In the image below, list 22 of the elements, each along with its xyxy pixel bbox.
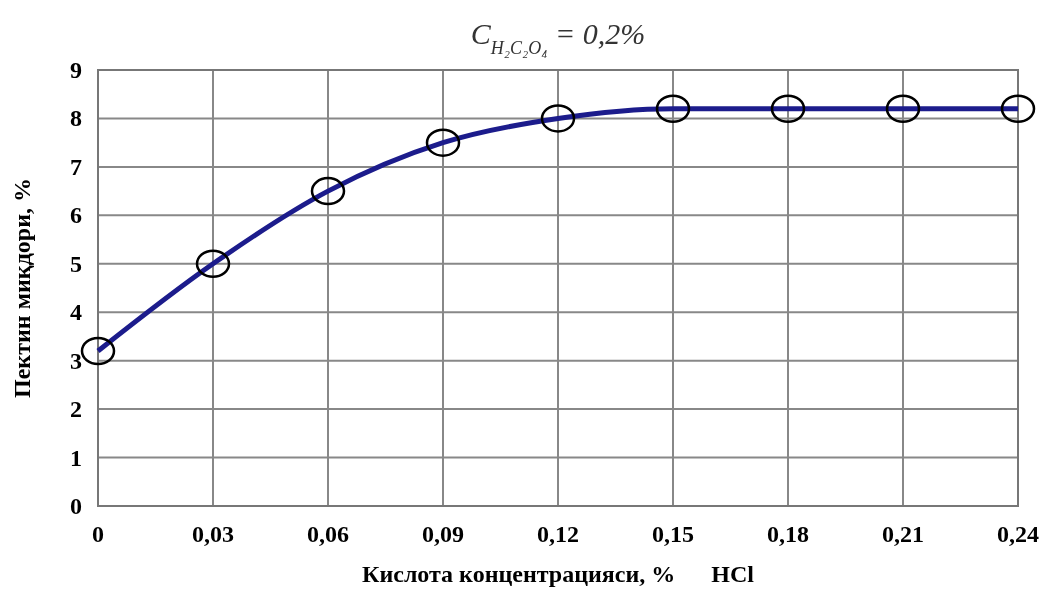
- x-tick-label: 0,21: [882, 521, 924, 547]
- x-tick-label: 0: [92, 521, 104, 547]
- y-axis-title: Пектин миқдори, %: [9, 178, 35, 398]
- y-tick-label: 8: [70, 105, 82, 132]
- y-tick-label: 7: [70, 153, 82, 180]
- x-tick-label: 0,24: [997, 521, 1039, 547]
- x-tick-label: 0,09: [422, 521, 464, 547]
- x-tick-label: 0,12: [537, 521, 579, 547]
- y-tick-label: 3: [70, 347, 82, 374]
- x-axis-title: Кислота концентрацияси, % HCl: [362, 561, 755, 587]
- y-tick-label: 5: [70, 250, 82, 277]
- x-tick-label: 0,06: [307, 521, 349, 547]
- y-tick-label: 6: [70, 202, 82, 229]
- chart-title: C$_{H₂C₂O₄}$ = 0,2%: [470, 17, 646, 58]
- y-tick-label: 2: [70, 396, 82, 423]
- x-tick-label: 0,15: [652, 521, 694, 547]
- y-tick-label: 4: [70, 299, 82, 326]
- x-tick-label: 0,03: [192, 521, 234, 547]
- y-tick-label: 9: [70, 57, 82, 83]
- y-tick-label: 0: [70, 493, 82, 519]
- y-tick-label: 1: [70, 444, 82, 471]
- x-tick-label: 0,18: [767, 521, 809, 547]
